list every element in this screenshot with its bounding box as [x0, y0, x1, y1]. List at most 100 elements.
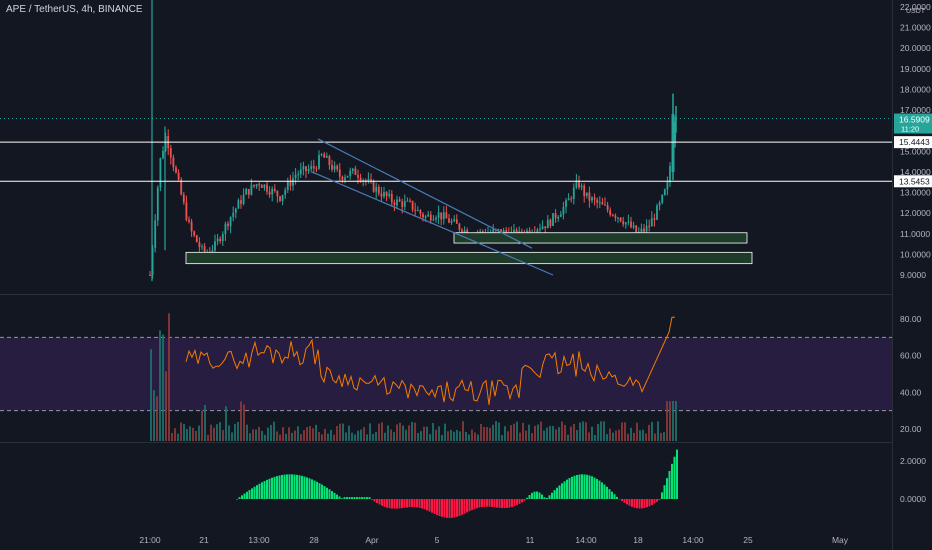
volume-bar — [336, 426, 338, 441]
candle-body — [310, 166, 313, 170]
macd-bar — [283, 474, 286, 499]
volume-bar — [201, 410, 203, 441]
grid — [0, 0, 893, 550]
volume-bar — [558, 427, 560, 441]
volume-bar — [375, 431, 377, 441]
macd-bar — [668, 470, 671, 499]
volume-bar — [393, 432, 395, 441]
rsi-tick-label: 20.00 — [900, 424, 922, 434]
macd-bar — [358, 497, 361, 499]
macd-bar — [381, 499, 383, 506]
macd-bar — [643, 499, 646, 508]
macd-bar — [418, 499, 421, 508]
macd-bar — [648, 499, 651, 507]
macd-bar — [606, 486, 608, 499]
volume-bar — [468, 434, 470, 441]
candle-body — [580, 185, 583, 188]
candle-body — [292, 178, 294, 186]
time-label: 13:00 — [248, 535, 270, 545]
macd-bar — [238, 497, 241, 499]
candle-body — [154, 220, 157, 249]
macd-bar — [388, 499, 391, 509]
volume-bar — [288, 427, 290, 441]
candle-body — [598, 202, 601, 204]
volume-bar — [186, 429, 188, 441]
macd-bar — [351, 497, 353, 499]
macd-bar — [558, 485, 561, 499]
volume-bar — [432, 422, 434, 441]
macd-bar — [493, 499, 496, 508]
candle-body — [593, 197, 596, 200]
volume-bar — [258, 426, 260, 441]
volume-bar — [309, 426, 311, 441]
candle-body — [380, 193, 383, 197]
macd-bar — [486, 499, 488, 507]
macd-bar — [408, 499, 411, 508]
macd-bar — [548, 495, 551, 499]
candle-body — [674, 122, 677, 143]
volume-bar — [423, 426, 425, 441]
macd-bar — [413, 499, 416, 508]
macd-bar — [236, 499, 238, 500]
macd-bar — [258, 483, 261, 499]
candle-body — [572, 187, 575, 199]
volume-bar — [657, 421, 659, 441]
volume-bar — [180, 422, 182, 441]
macd-bar — [468, 499, 471, 512]
macd-bar — [398, 499, 401, 509]
macd-bar — [631, 499, 633, 507]
macd-bar — [436, 499, 438, 515]
macd-bar — [503, 499, 506, 509]
volume-bar — [414, 422, 416, 441]
macd-bar — [456, 499, 458, 517]
volume-bar — [672, 401, 674, 441]
candle-body — [284, 189, 287, 195]
volume-bar — [630, 427, 632, 441]
candle-body — [497, 229, 500, 231]
price-tick-label: 15.0000 — [900, 146, 931, 156]
candle-body — [279, 196, 281, 201]
volume-bar — [426, 426, 428, 441]
volume-bar — [543, 430, 545, 441]
macd-bar — [448, 499, 451, 518]
candle-body — [624, 222, 627, 225]
macd-bar — [501, 499, 503, 509]
candle-body — [645, 225, 648, 232]
channel-line-lower — [311, 171, 554, 276]
macd-bar — [463, 499, 466, 514]
candle-body — [440, 212, 443, 220]
current-price-badge — [894, 113, 932, 134]
macd-bar — [378, 499, 381, 505]
volume-bar — [243, 404, 245, 441]
macd-bar — [326, 487, 328, 499]
candle-body — [299, 169, 302, 175]
volume-bar — [369, 423, 371, 441]
candle-body — [234, 208, 237, 213]
volume-bar — [651, 421, 653, 441]
volume-bar — [234, 423, 236, 441]
macd-bar — [601, 482, 603, 499]
candle-body — [575, 180, 578, 188]
volume-bar — [555, 429, 557, 441]
volume-bar — [609, 428, 611, 441]
candle-body — [351, 168, 354, 171]
candle-body — [336, 165, 339, 170]
volume-bar — [381, 422, 383, 441]
price-tick-label: 19.0000 — [900, 64, 931, 74]
macd-bar — [471, 499, 473, 511]
volume-bar — [564, 425, 566, 441]
volume-bar — [264, 434, 266, 441]
macd-bar — [281, 474, 283, 499]
volume-bar — [246, 424, 248, 441]
macd-bar — [571, 476, 573, 499]
volume-bar — [162, 334, 164, 441]
volume-bar — [408, 425, 410, 441]
candle-body — [188, 219, 190, 222]
candle-body — [419, 210, 422, 214]
axes: 22.0000 21.0000 20.0000 19.0000 18.0000 17.00… — [139, 2, 932, 545]
rsi-panel — [0, 316, 892, 412]
macd-bar — [461, 499, 463, 515]
candle-body — [552, 213, 554, 226]
candle-body — [416, 210, 419, 212]
